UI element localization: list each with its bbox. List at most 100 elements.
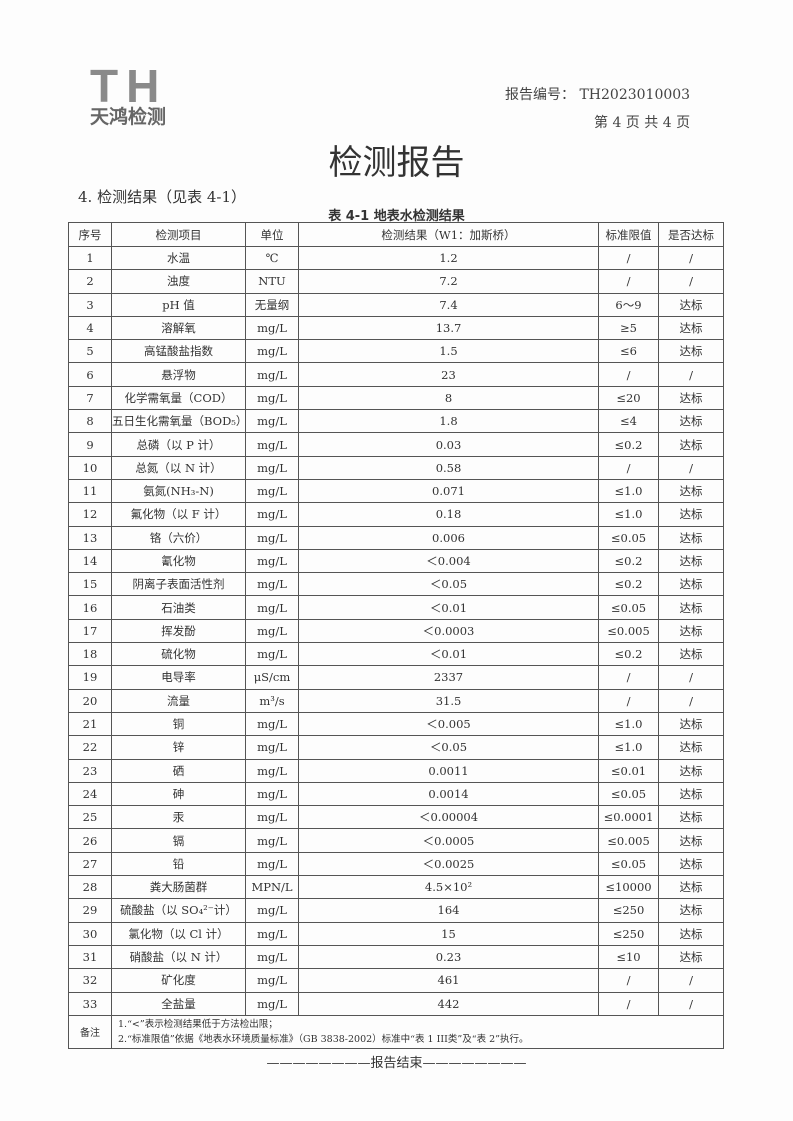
cell-result: 0.0014 <box>298 781 599 807</box>
cell-unit: mg/L <box>245 478 299 504</box>
table-caption: 表 4-1 地表水检测结果 <box>328 209 465 224</box>
cell-limit: ≤1.0 <box>598 502 659 527</box>
section-heading: 4. 检测结果（见表 4-1） <box>78 188 247 206</box>
cell-limit: ≤0.05 <box>598 851 659 877</box>
cell-compliance: 达标 <box>658 385 724 411</box>
cell-item: 化学需氧量（COD） <box>111 385 246 411</box>
cell-limit: / <box>598 269 659 294</box>
cell-unit: 无量纲 <box>245 292 299 317</box>
cell-limit: ≤1.0 <box>598 478 659 504</box>
column-header: 检测项目 <box>111 222 246 247</box>
table-row: 9 总磷（以 P 计） mg/L 0.03 ≤0.2 达标 <box>68 432 724 457</box>
cell-result: 442 <box>298 991 599 1016</box>
cell-seq: 12 <box>68 502 112 527</box>
cell-compliance: 达标 <box>658 735 724 760</box>
cell-result: 31.5 <box>298 688 599 713</box>
cell-item: 氯化物（以 Cl 计） <box>111 921 246 946</box>
cell-item: 镉 <box>111 828 246 853</box>
table-row: 33 全盐量 mg/L 442// <box>68 991 724 1016</box>
cell-compliance: 达标 <box>658 851 724 877</box>
cell-item: 硫酸盐（以 SO₄²⁻计） <box>111 898 246 923</box>
cell-item: 水温 <box>111 245 246 271</box>
table-row: 25 汞 mg/L ＜0.00004 ≤0.0001 达标 <box>68 805 724 830</box>
cell-seq: 2 <box>68 269 112 294</box>
cell-result: 1.2 <box>298 245 599 271</box>
cell-seq: 14 <box>68 548 112 574</box>
cell-seq: 13 <box>68 525 112 550</box>
table-row: 29 硫酸盐（以 SO₄²⁻计） mg/L 164 ≤250 达标 <box>68 898 724 923</box>
report-end: ————————报告结束———————— <box>266 1056 527 1071</box>
table-row: 16 石油类 mg/L ＜0.01 ≤0.05 达标 <box>68 595 724 620</box>
cell-item: 浊度 <box>111 269 246 294</box>
cell-compliance: / <box>658 269 724 294</box>
cell-compliance: 达标 <box>658 758 724 783</box>
cell-unit: m³/s <box>245 688 299 713</box>
cell-limit: ≤0.05 <box>598 781 659 807</box>
cell-unit: mg/L <box>245 548 299 574</box>
table-row: 23 硒 mg/L 0.0011 ≤0.01 达标 <box>68 758 724 783</box>
cell-unit: mg/L <box>245 968 299 993</box>
cell-seq: 5 <box>68 339 112 364</box>
cell-result: ＜0.004 <box>298 548 599 574</box>
table-row: 21 铜 mg/L ＜0.005 ≤1.0 达标 <box>68 711 724 737</box>
cell-compliance: 达标 <box>658 292 724 317</box>
cell-limit: / <box>598 245 659 271</box>
cell-limit: ≤0.2 <box>598 572 659 597</box>
cell-result: 7.4 <box>298 292 599 317</box>
cell-seq: 25 <box>68 805 112 830</box>
table-row: 22 锌 mg/L ＜0.05 ≤1.0 达标 <box>68 735 724 760</box>
cell-seq: 24 <box>68 781 112 807</box>
table-row: 17 挥发酚 mg/L ＜0.0003 ≤0.005 达标 <box>68 618 724 644</box>
cell-unit: mg/L <box>245 991 299 1016</box>
cell-item: pH 值 <box>111 292 246 317</box>
table-row: 12 氟化物（以 F 计） mg/L 0.18 ≤1.0 达标 <box>68 502 724 527</box>
table-row: 11 氨氮(NH₃-N) mg/L 0.071 ≤1.0 达标 <box>68 478 724 504</box>
cell-limit: ≤10000 <box>598 875 659 900</box>
cell-compliance: 达标 <box>658 642 724 667</box>
results-table: 序号 检测项目 单位 检测结果（W1：加斯桥） 标准限值 是否达标 1 水温 ℃ 1.2//2 浊… <box>68 222 724 1049</box>
cell-seq: 6 <box>68 362 112 387</box>
cell-result: ＜0.0025 <box>298 851 599 877</box>
cell-item: 阴离子表面活性剂 <box>111 572 246 597</box>
cell-unit: NTU <box>245 269 299 294</box>
cell-item: 石油类 <box>111 595 246 620</box>
cell-limit: ≤250 <box>598 921 659 946</box>
cell-limit: ≤0.005 <box>598 618 659 644</box>
cell-item: 硫化物 <box>111 642 246 667</box>
cell-unit: mg/L <box>245 828 299 853</box>
cell-seq: 22 <box>68 735 112 760</box>
cell-result: 13.7 <box>298 315 599 341</box>
cell-unit: mg/L <box>245 595 299 620</box>
cell-result: 0.18 <box>298 502 599 527</box>
cell-compliance: 达标 <box>658 875 724 900</box>
cell-item: 五日生化需氧量（BOD₅） <box>111 409 247 434</box>
cell-unit: mg/L <box>245 618 299 644</box>
page-title: 检测报告 <box>328 143 465 183</box>
table-row: 31 硝酸盐（以 N 计） mg/L 0.23 ≤10 达标 <box>68 944 724 970</box>
cell-result: 1.8 <box>298 409 599 434</box>
company-logo: TH 天鸿检测 <box>90 60 168 128</box>
cell-limit: ≥5 <box>598 315 659 341</box>
cell-item: 氟化物（以 F 计） <box>111 502 246 527</box>
cell-item: 电导率 <box>111 665 246 690</box>
cell-item: 溶解氧 <box>111 315 246 341</box>
cell-limit: ≤0.2 <box>598 642 659 667</box>
cell-seq: 29 <box>68 898 112 923</box>
note-line: 2.“标准限值”依据《地表水环境质量标准》（GB 3838-2002）标准中“表… <box>118 1033 529 1045</box>
cell-result: 7.2 <box>298 269 599 294</box>
column-header: 序号 <box>68 222 112 247</box>
column-header: 标准限值 <box>598 222 659 247</box>
cell-seq: 28 <box>68 875 112 900</box>
cell-limit: ≤4 <box>598 409 659 434</box>
cell-result: 0.23 <box>298 944 599 970</box>
cell-limit: / <box>598 688 659 713</box>
cell-item: 总氮（以 N 计） <box>111 455 246 480</box>
cell-limit: ≤0.0001 <box>598 805 659 830</box>
cell-seq: 32 <box>68 968 112 993</box>
cell-seq: 33 <box>68 991 112 1016</box>
cell-unit: mg/L <box>245 432 299 457</box>
cell-result: ＜0.005 <box>298 711 599 737</box>
cell-compliance: 达标 <box>658 595 724 620</box>
cell-seq: 21 <box>68 711 112 737</box>
cell-item: 氨氮(NH₃-N) <box>111 478 246 504</box>
